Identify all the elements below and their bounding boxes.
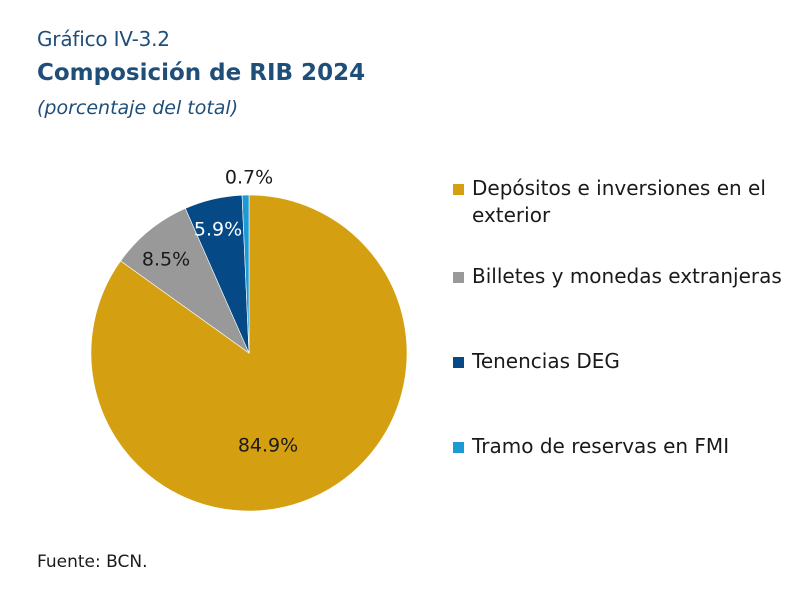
- pie-slices: [90, 194, 408, 512]
- legend-swatch: [453, 272, 464, 283]
- legend-label: Depósitos e inversiones en el exterior: [472, 176, 766, 227]
- legend-swatch: [453, 357, 464, 368]
- pie-data-label-1: 84.9%: [238, 435, 298, 457]
- pie-slice-2: [120, 207, 250, 354]
- legend-label: Tramo de reservas en FMI: [472, 434, 730, 458]
- chart-subtitle: (porcentaje del total): [37, 97, 239, 119]
- pie-data-label-3: 5.9%: [194, 219, 242, 241]
- legend-item-3: Tenencias DEG: [453, 348, 792, 375]
- chart-title: Composición de RIB 2024: [37, 60, 366, 86]
- legend-label: Tenencias DEG: [472, 349, 620, 373]
- legend-label: Billetes y monedas extranjeras: [472, 264, 782, 288]
- legend-item-1: Depósitos e inversiones en el exterior: [453, 175, 792, 229]
- pie-slice-4: [241, 194, 250, 354]
- legend-swatch: [453, 442, 464, 453]
- pie-data-labels: 84.9% 8.5%5.9% 0.7%: [142, 167, 298, 457]
- legend-swatch: [453, 184, 464, 195]
- pie-chart: 84.9% 8.5%5.9% 0.7%: [90, 167, 408, 512]
- pie-data-label-4: 0.7%: [225, 167, 273, 189]
- legend-item-2: Billetes y monedas extranjeras: [453, 263, 792, 290]
- pie-data-label-2: 8.5%: [142, 249, 190, 271]
- chart-number: Gráfico IV-3.2: [37, 27, 170, 51]
- chart-header: Gráfico IV-3.2 Composición de RIB 2024 (…: [37, 26, 777, 122]
- legend-item-4: Tramo de reservas en FMI: [453, 433, 792, 460]
- source-note: Fuente: BCN.: [37, 552, 148, 572]
